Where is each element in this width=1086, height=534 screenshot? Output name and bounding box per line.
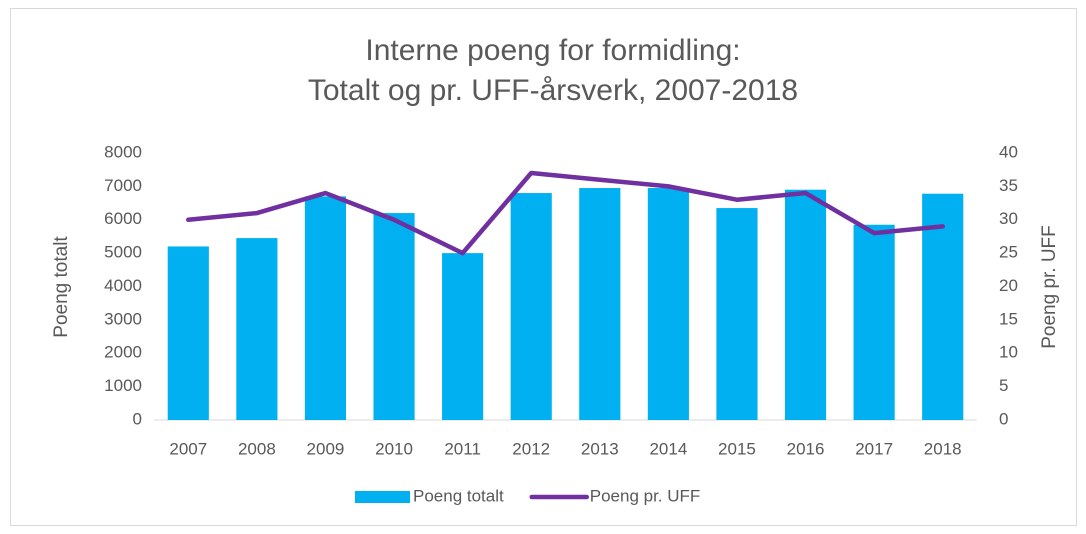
- legend-label: Poeng totalt: [413, 486, 504, 505]
- y2-tick-label: 30: [999, 209, 1018, 228]
- bar: [510, 193, 552, 420]
- bar: [236, 238, 278, 420]
- y2-tick-label: 20: [999, 276, 1018, 295]
- y-tick-label: 5000: [104, 243, 142, 262]
- y2-axis-title: Poeng pr. UFF: [1039, 225, 1060, 349]
- x-tick-label: 2007: [169, 439, 207, 458]
- legend-label: Poeng pr. UFF: [590, 486, 701, 505]
- x-tick-label: 2016: [787, 439, 825, 458]
- y2-tick-label: 25: [999, 243, 1018, 262]
- bar: [784, 189, 827, 420]
- y2-tick-label: 15: [999, 309, 1018, 328]
- y-axis-title: Poeng totalt: [51, 236, 72, 338]
- y2-tick-label: 0: [999, 409, 1008, 428]
- y-tick-label: 3000: [104, 309, 142, 328]
- y2-tick-label: 5: [999, 376, 1008, 395]
- y2-tick-label: 35: [999, 176, 1018, 195]
- bar: [647, 188, 689, 420]
- x-tick-label: 2017: [855, 439, 893, 458]
- chart-title: Interne poeng for formidling:: [365, 34, 740, 67]
- y-tick-label: 1000: [104, 376, 142, 395]
- x-tick-label: 2008: [238, 439, 276, 458]
- bar: [922, 193, 964, 420]
- bar: [853, 224, 895, 420]
- y-tick-label: 2000: [104, 343, 142, 362]
- line: [186, 170, 945, 256]
- x-tick-label: 2015: [718, 439, 756, 458]
- y2-tick-label: 40: [999, 142, 1018, 161]
- y-tick-label: 7000: [104, 176, 142, 195]
- x-tick-label: 2011: [444, 439, 481, 458]
- y2-tick-label: 10: [999, 343, 1018, 362]
- x-tick-label: 2014: [649, 439, 687, 458]
- bar: [304, 196, 347, 420]
- y-tick-label: 6000: [104, 209, 142, 228]
- x-tick-label: 2012: [512, 439, 550, 458]
- y-tick-label: 8000: [104, 142, 142, 161]
- y-tick-label: 0: [133, 409, 142, 428]
- bar: [579, 188, 621, 420]
- bar: [442, 253, 484, 420]
- x-tick-label: 2013: [581, 439, 619, 458]
- x-tick-label: 2018: [924, 439, 962, 458]
- bar: [167, 246, 209, 420]
- bar: [373, 213, 415, 420]
- chart-title: Totalt og pr. UFF-årsverk, 2007-2018: [308, 74, 798, 107]
- bar: [716, 208, 758, 420]
- x-tick-label: 2009: [307, 439, 345, 458]
- x-tick-label: 2010: [375, 439, 413, 458]
- y-tick-label: 4000: [104, 276, 142, 295]
- legend-swatch: [355, 491, 410, 503]
